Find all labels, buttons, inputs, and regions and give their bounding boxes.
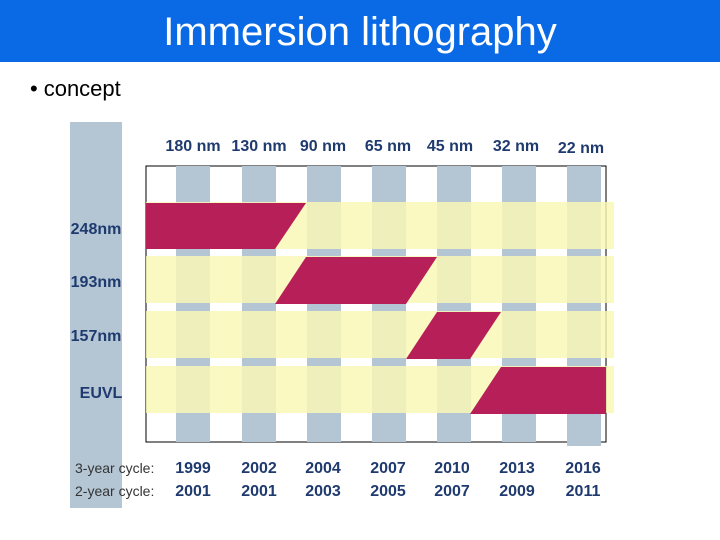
year-3yr-cycle: 2016: [565, 460, 601, 477]
node-label: 32 nm: [493, 138, 539, 155]
node-label: 65 nm: [365, 138, 411, 155]
generation-bar: [275, 257, 437, 304]
year-3yr-cycle: 1999: [175, 460, 211, 477]
year-2yr-cycle: 2003: [305, 483, 341, 500]
node-label: 180 nm: [165, 138, 220, 155]
bullet-item: • concept: [30, 76, 121, 102]
wavelength-band: [146, 311, 614, 358]
wavelength-label: EUVL: [80, 385, 123, 402]
year-2yr-cycle: 2011: [566, 483, 601, 500]
year-2yr-cycle: 2005: [370, 483, 406, 500]
wavelength-label: 193nm: [71, 274, 122, 291]
three-year-cycle-label: 3-year cycle:: [75, 460, 154, 476]
year-2yr-cycle: 2001: [241, 483, 277, 500]
year-3yr-cycle: 2010: [434, 460, 470, 477]
node-label: 22 nm: [558, 140, 604, 157]
year-2yr-cycle: 2001: [175, 483, 211, 500]
wavelength-label: 157nm: [71, 328, 122, 345]
bullet-text: concept: [43, 76, 121, 101]
generation-bar: [470, 367, 606, 414]
year-3yr-cycle: 2004: [305, 460, 341, 477]
year-3yr-cycle: 2007: [370, 460, 406, 477]
wavelength-label: 248nm: [71, 221, 122, 238]
bullet-marker: •: [30, 76, 38, 101]
generation-bar: [146, 203, 306, 249]
generation-bar: [406, 312, 501, 359]
year-2yr-cycle: 2007: [434, 483, 470, 500]
slide-title: Immersion lithography: [163, 10, 557, 54]
node-label: 45 nm: [427, 138, 473, 155]
node-label: 90 nm: [300, 138, 346, 155]
two-year-cycle-label: 2-year cycle:: [75, 483, 154, 499]
year-3yr-cycle: 2013: [499, 460, 535, 477]
year-2yr-cycle: 2009: [499, 483, 535, 500]
title-bar: Immersion lithography: [0, 0, 720, 62]
year-3yr-cycle: 2002: [241, 460, 277, 477]
node-label: 130 nm: [231, 138, 286, 155]
axis-strip: [70, 122, 122, 508]
